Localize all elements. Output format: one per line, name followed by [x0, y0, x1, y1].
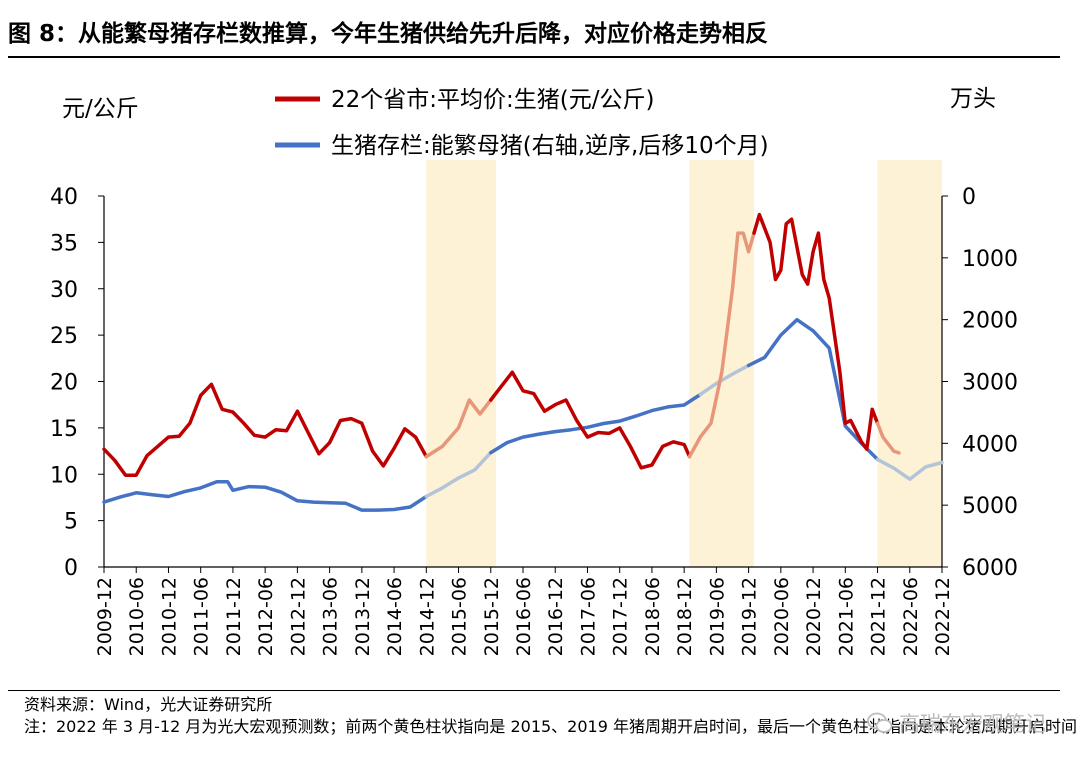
left-tick-label: 5	[64, 510, 78, 535]
x-tick-label: 2012-12	[287, 577, 309, 656]
x-tick-label: 2022-06	[900, 577, 922, 656]
x-tick-label: 2014-06	[384, 577, 406, 656]
price-series-line-segment-2	[424, 398, 493, 459]
x-tick-label: 2020-12	[803, 577, 825, 656]
x-tick-label: 2016-06	[513, 577, 535, 656]
left-tick-label: 20	[50, 371, 78, 396]
notes: 资料来源：Wind，光大证券研究所 注：2022 年 3 月-12 月为光大宏观…	[24, 694, 1077, 738]
left-tick-label: 30	[50, 278, 78, 303]
price-series-line-segment-3	[489, 370, 692, 470]
price-series-line-segment-4	[687, 231, 756, 459]
x-tick-label: 2020-06	[771, 577, 793, 656]
right-tick-label: 3000	[962, 371, 1018, 396]
legend-sow-label: 生猪存栏:能繁母猪(右轴,逆序,后移10个月)	[331, 133, 769, 159]
x-tick-label: 2009-12	[94, 577, 116, 656]
x-tick-label: 2013-06	[320, 577, 342, 656]
right-tick-label: 4000	[962, 432, 1018, 457]
x-tick-label: 2021-12	[868, 577, 890, 656]
x-tick-label: 2018-06	[642, 577, 664, 656]
wechat-icon	[867, 712, 893, 733]
price-series-line-segment-5	[752, 212, 880, 451]
page-title: 图 8：从能繁母猪存栏数推算，今年生猪供给先升后降，对应价格走势相反	[8, 21, 769, 47]
left-axis-title: 元/公斤	[62, 96, 139, 122]
left-tick-label: 35	[50, 231, 78, 256]
sow-series-line-segment-5	[746, 317, 880, 462]
x-tick-label: 2011-06	[191, 577, 213, 656]
x-tick-label: 2019-12	[739, 577, 761, 656]
sow-series-line-segment-2	[424, 450, 493, 499]
shaded-period-1	[426, 160, 497, 567]
watermark: 高瑞东宏观笔记	[867, 708, 1046, 738]
price-series-line-segment-1	[102, 382, 429, 477]
shaded-periods	[426, 160, 942, 567]
right-tick-label: 5000	[962, 494, 1018, 519]
sow-series-line-segment-4	[698, 363, 751, 397]
x-tick-label: 2015-06	[449, 577, 471, 656]
right-tick-label: 6000	[962, 556, 1018, 581]
x-tick-label: 2010-06	[126, 577, 148, 656]
shaded-period-3	[877, 160, 942, 567]
left-tick-label: 15	[50, 417, 78, 442]
sow-series-line-segment-3	[489, 392, 703, 455]
price-series-line-segment-6	[875, 421, 901, 455]
forecast-note: 注：2022 年 3 月-12 月为光大宏观预测数；前两个黄色柱状指向是 201…	[24, 717, 1077, 736]
left-tick-label: 25	[50, 324, 78, 349]
x-tick-label: 2012-06	[255, 577, 277, 656]
watermark-text: 高瑞东宏观笔记	[899, 712, 1046, 736]
series-lines	[102, 212, 944, 512]
x-tick-label: 2021-06	[835, 577, 857, 656]
left-tick-label: 40	[50, 185, 78, 210]
x-tick-label: 2018-12	[674, 577, 696, 656]
x-tick-label: 2015-12	[481, 577, 503, 656]
source-note: 资料来源：Wind，光大证券研究所	[24, 695, 273, 714]
right-tick-label: 1000	[962, 247, 1018, 272]
x-tick-label: 2013-12	[352, 577, 374, 656]
x-tick-label: 2016-12	[545, 577, 567, 656]
x-tick-label: 2010-12	[158, 577, 180, 656]
footer-divider	[8, 690, 1060, 691]
left-tick-label: 0	[64, 556, 78, 581]
title-divider	[8, 56, 1060, 58]
sow-series-line-segment-1	[102, 479, 429, 512]
axes: 0 5 10 15 20 25 30 35 40 0 1000 2000 3000 4000 5000 600…	[50, 86, 1018, 656]
x-tick-label: 2011-12	[223, 577, 245, 656]
x-tick-label: 2022-12	[932, 577, 954, 656]
x-tick-label: 2017-12	[610, 577, 632, 656]
right-tick-label: 2000	[962, 309, 1018, 334]
right-tick-label: 0	[962, 185, 976, 210]
x-tick-label: 2017-06	[577, 577, 599, 656]
chart: 0 5 10 15 20 25 30 35 40 0 1000 2000 3000 4000 5000 600…	[50, 86, 1018, 656]
legend: 22个省市:平均价:生猪(元/公斤) 生猪存栏:能繁母猪(右轴,逆序,后移10个月…	[275, 87, 769, 159]
sow-series-line-segment-6	[875, 457, 944, 481]
left-tick-label: 10	[50, 463, 78, 488]
legend-price-label: 22个省市:平均价:生猪(元/公斤)	[331, 87, 654, 113]
right-axis-title: 万头	[950, 86, 996, 112]
x-tick-label: 2014-12	[416, 577, 438, 656]
x-tick-label: 2019-06	[706, 577, 728, 656]
